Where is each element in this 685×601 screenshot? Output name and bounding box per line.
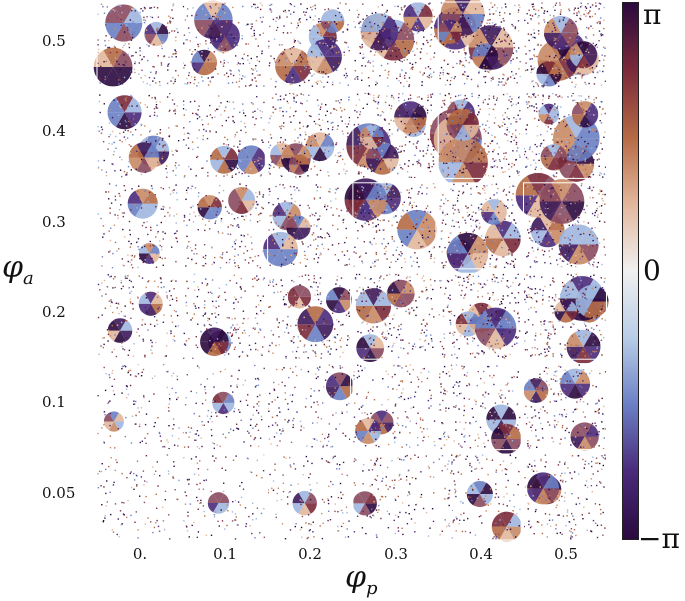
panel-r5-c5: [523, 453, 607, 541]
col-label-0: 0.: [132, 545, 148, 563]
panel-r2-c4: [437, 182, 522, 274]
row-label-4: 0.1: [42, 393, 66, 411]
panel-r4-c5: [523, 363, 607, 451]
panel-r1-c0: [96, 91, 181, 179]
panel-r0-c5: [523, 1, 607, 89]
col-label-2: 0.2: [298, 545, 322, 563]
col-label-4: 0.4: [469, 545, 493, 563]
colorbar-tick-pi: π: [643, 0, 662, 31]
row-label-0: 0.5: [42, 32, 66, 50]
colorbar-tick-zero: 0: [643, 254, 661, 287]
panel-r3-c3: [352, 272, 437, 362]
col-label-3: 0.3: [384, 545, 408, 563]
panel-r2-c3: [344, 178, 437, 270]
panel-r4-c2: [267, 363, 354, 451]
panel-r3-c4: [437, 272, 522, 360]
panel-r3-c0: [96, 272, 181, 360]
panel-r1-c3: [346, 91, 437, 179]
panel-r1-c4: [429, 91, 522, 188]
panel-r4-c0: [96, 363, 181, 451]
panel-r2-c0: [96, 182, 181, 270]
panel-r4-c1: [181, 363, 266, 451]
x-axis-label: φp: [345, 560, 378, 599]
panel-r5-c2: [267, 453, 352, 541]
panel-r0-c3: [352, 1, 437, 89]
panel-r2-c2: [263, 182, 352, 270]
row-label-2: 0.3: [42, 213, 66, 231]
colorbar-tick-minus-pi: −π: [638, 522, 680, 555]
panel-r1-c2: [267, 91, 352, 179]
panel-r5-c3: [352, 453, 437, 541]
panel-r0-c4: [434, 0, 522, 89]
panel-r4-c4: [437, 363, 522, 455]
panel-r0-c1: [181, 0, 266, 89]
panel-r2-c5: [515, 172, 607, 270]
panel-r5-c1: [181, 453, 266, 541]
panel-r3-c5: [523, 272, 609, 364]
col-label-5: 0.5: [554, 545, 578, 563]
panel-r5-c4: [437, 453, 522, 542]
panel-r0-c2: [267, 1, 352, 89]
col-label-1: 0.1: [213, 545, 237, 563]
row-label-1: 0.4: [42, 122, 66, 140]
row-label-5: 0.05: [42, 484, 76, 502]
panel-r4-c3: [352, 363, 437, 451]
panel-r3-c1: [181, 272, 266, 360]
panel-r5-c0: [96, 453, 181, 541]
panel-r3-c2: [267, 272, 353, 360]
panel-r1-c5: [523, 91, 607, 182]
panel-r2-c1: [181, 182, 266, 270]
y-axis-label: φa: [2, 250, 34, 289]
row-label-3: 0.2: [42, 303, 66, 321]
panel-r1-c1: [181, 91, 266, 179]
panel-r0-c0: [93, 1, 181, 89]
colorbar: [622, 2, 639, 540]
